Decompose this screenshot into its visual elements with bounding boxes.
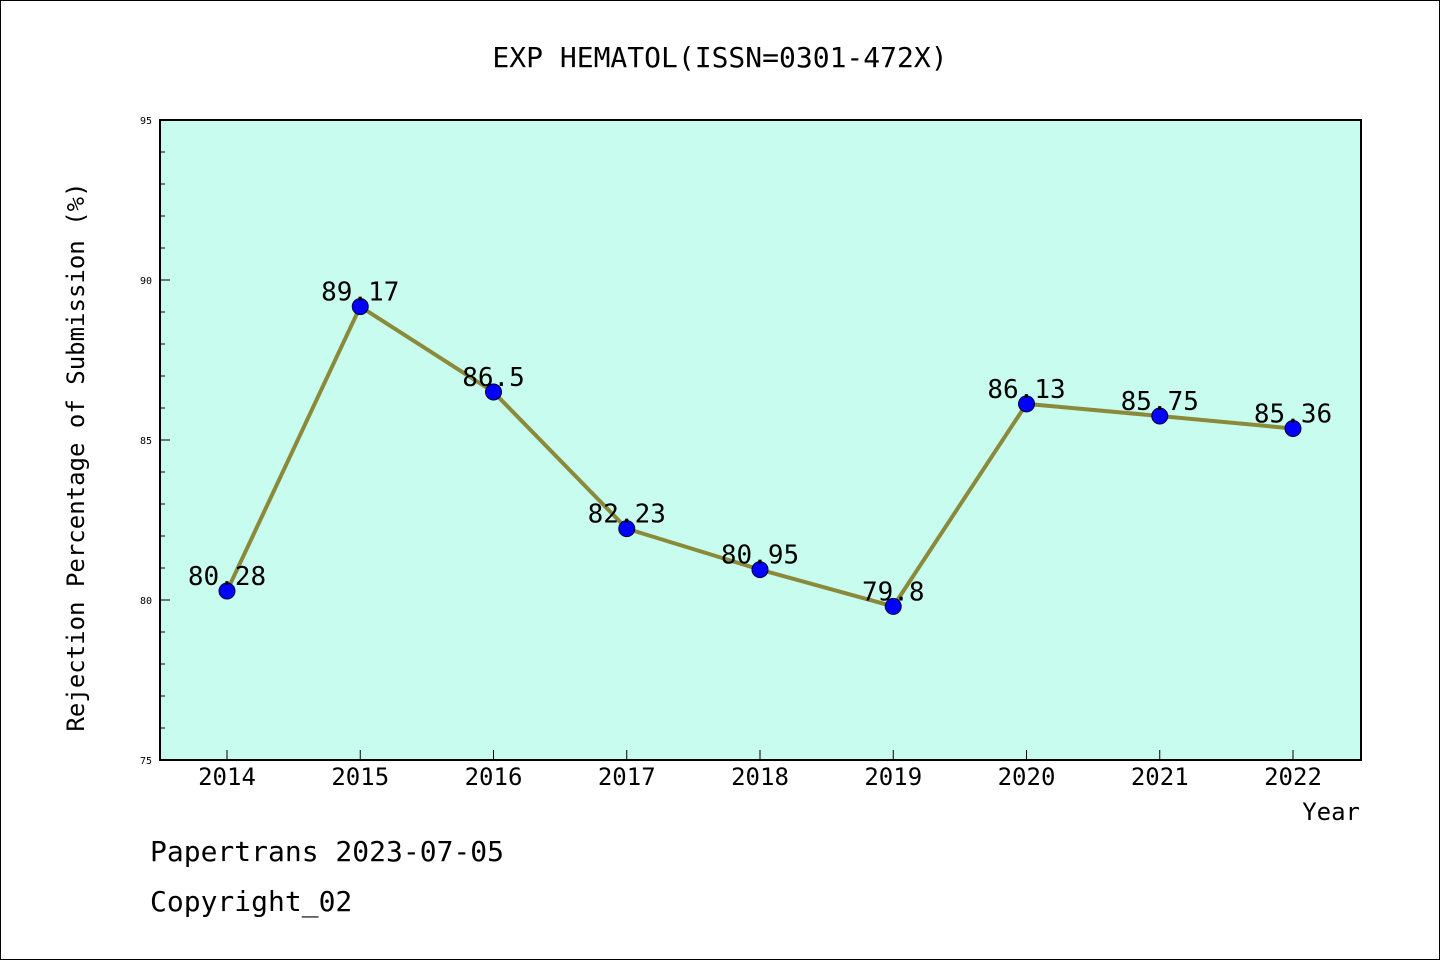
y-tick-label: 90	[140, 276, 152, 287]
data-point	[485, 383, 502, 401]
x-tick-label: 2020	[998, 763, 1056, 791]
x-tick-label: 2014	[198, 763, 256, 791]
x-axis-label: Year	[1302, 798, 1360, 826]
data-point	[751, 561, 769, 579]
data-label: 89.17	[321, 278, 399, 308]
y-axis-label: Rejection Percentage of Submission (%)	[62, 182, 90, 731]
plot-area	[159, 119, 1362, 761]
data-point	[618, 520, 636, 538]
y-tick-label: 75	[140, 756, 152, 767]
data-point	[1284, 419, 1302, 437]
x-tick-label: 2019	[864, 763, 922, 791]
data-point	[1018, 395, 1035, 413]
y-tick-label: 95	[140, 116, 152, 127]
data-label: 85.36	[1254, 399, 1332, 429]
series-layer: 80.28 89.17 86.5 82.23 80.95 79.8 86.13 85.75 85…	[188, 278, 1332, 615]
data-label: 86.13	[987, 375, 1065, 405]
x-tick-label: 2021	[1131, 763, 1189, 791]
data-point	[218, 582, 236, 600]
data-point	[884, 597, 902, 615]
data-label: 85.75	[1121, 387, 1199, 417]
data-label: 79.8	[862, 577, 925, 607]
x-axis-ticks: 2014 2015 2016 2017 2018 2019 2020 2021 2022	[198, 750, 1322, 791]
data-label: 86.5	[462, 363, 525, 393]
x-tick-label: 2018	[731, 763, 789, 791]
data-point	[351, 298, 369, 316]
data-label: 80.95	[721, 541, 799, 571]
x-tick-label: 2016	[465, 763, 523, 791]
x-tick-label: 2017	[598, 763, 656, 791]
footer-copyright: Copyright_02	[150, 885, 353, 918]
data-point	[1151, 407, 1169, 425]
y-axis-ticks: 75 80 85 90 95	[140, 116, 170, 767]
x-tick-label: 2015	[331, 763, 389, 791]
y-tick-label: 85	[140, 436, 152, 447]
data-label: 80.28	[188, 562, 266, 592]
y-tick-label: 80	[140, 596, 152, 607]
footer-date: Papertrans 2023-07-05	[150, 835, 505, 868]
data-label: 82.23	[588, 500, 666, 530]
chart-title: EXP HEMATOL(ISSN=0301-472X)	[492, 41, 947, 74]
x-tick-label: 2022	[1264, 763, 1322, 791]
